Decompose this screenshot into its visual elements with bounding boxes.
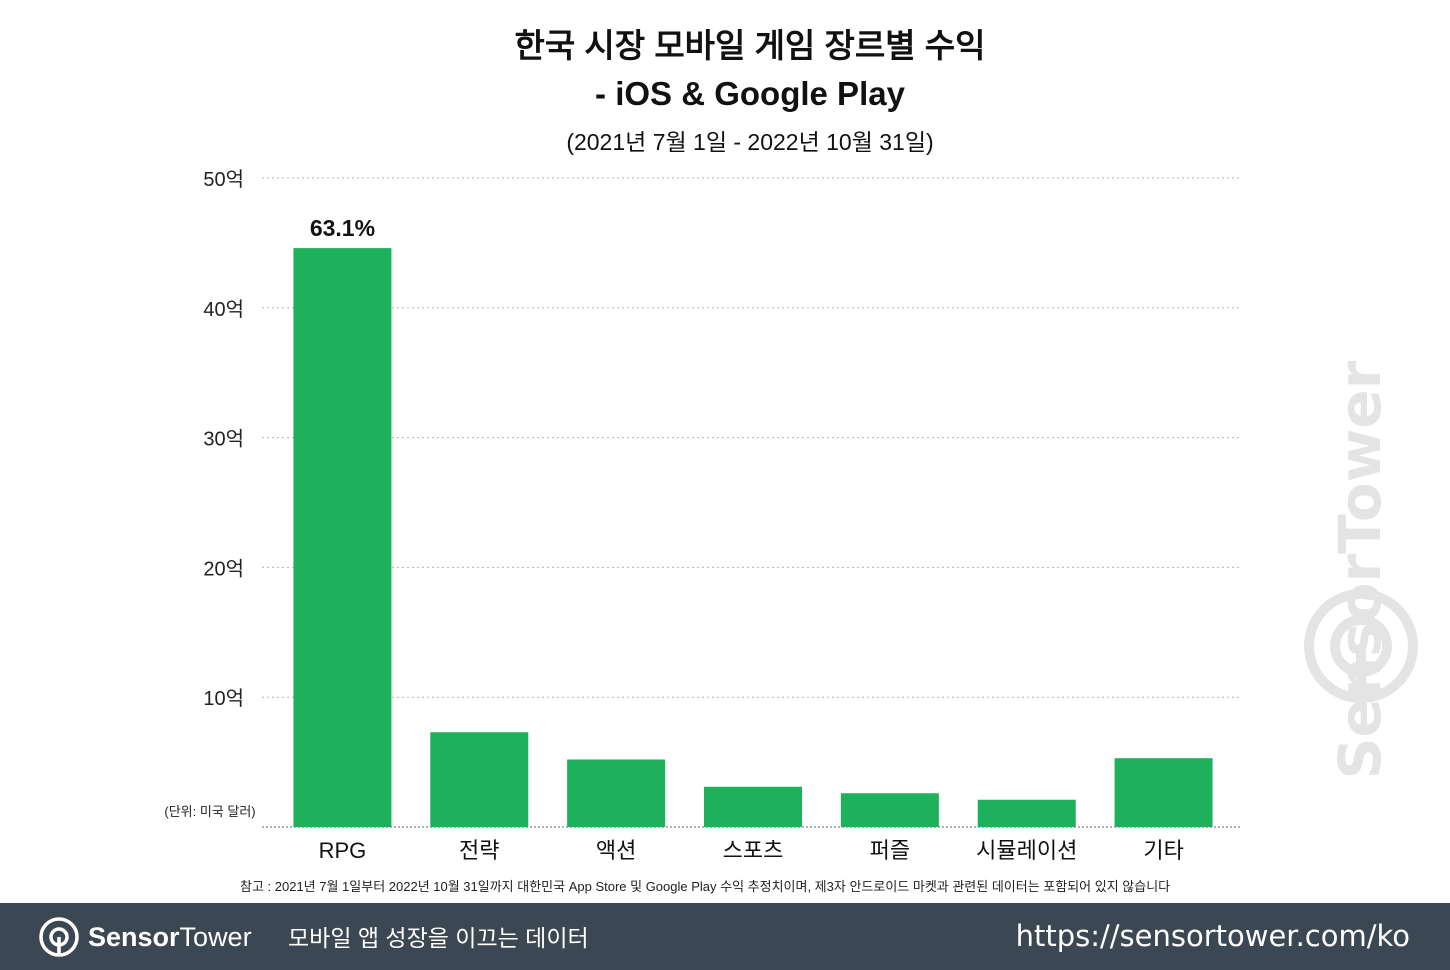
bar: [293, 248, 392, 828]
footer-bar: SensorTower 모바일 앱 성장을 이끄는 데이터 https://se…: [0, 903, 1450, 970]
chart-subtitle: (2021년 7월 1일 - 2022년 10월 31일): [566, 129, 934, 155]
footer-brand: SensorTower: [88, 920, 252, 954]
x-category-label: 퍼즐: [870, 838, 910, 863]
y-tick-label: 10억: [203, 687, 244, 710]
y-tick-label: 20억: [203, 557, 244, 580]
bar: [840, 793, 939, 827]
footnote: 참고 : 2021년 7월 1일부터 2022년 10월 31일까지 대한민국 …: [240, 879, 1171, 894]
bar: [430, 732, 529, 827]
chart-title-block: 한국 시장 모바일 게임 장르별 수익 - iOS & Google Play …: [0, 22, 1450, 160]
footer-tagline: 모바일 앱 성장을 이끄는 데이터: [288, 925, 589, 951]
bar: [567, 759, 666, 827]
unit-label: (단위: 미국 달러): [164, 804, 255, 819]
footer-url[interactable]: https://sensortower.com/ko: [1015, 919, 1410, 953]
bar: [977, 799, 1076, 827]
watermark-text: SensorTower: [1326, 360, 1394, 780]
data-label: 63.1%: [310, 215, 375, 241]
y-tick-label: 50억: [203, 168, 244, 191]
x-category-label: 기타: [1143, 838, 1183, 863]
x-category-label: 전략: [459, 838, 499, 863]
x-category-label: 시뮬레이션: [976, 838, 1077, 863]
x-category-label: 스포츠: [723, 838, 784, 863]
bar: [1114, 758, 1213, 827]
footer-brand-part1: Sensor: [88, 922, 180, 952]
sensortower-logo-icon: [1304, 589, 1418, 703]
watermark: SensorTower: [1295, 210, 1425, 779]
chart-title-line1: 한국 시장 모바일 게임 장르별 수익: [514, 27, 986, 64]
x-category-label: RPG: [319, 838, 367, 863]
bar-chart: 10억 20억 30억 40억 50억 (단위: 미국 달러) RPG 63.1% 전략 액션 스포…: [164, 168, 1240, 863]
y-tick-label: 30억: [203, 428, 244, 451]
sensortower-logo-icon: [39, 917, 79, 957]
bar: [704, 786, 802, 827]
chart-title-line2: - iOS & Google Play: [595, 75, 905, 112]
y-tick-label: 40억: [203, 298, 244, 321]
x-category-label: 액션: [596, 838, 636, 863]
footer-brand-part2: Tower: [179, 922, 252, 952]
